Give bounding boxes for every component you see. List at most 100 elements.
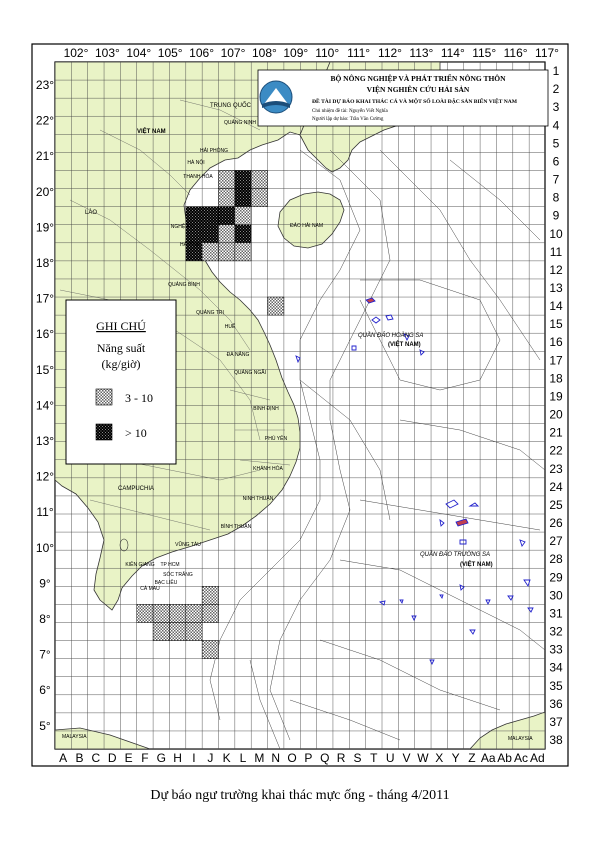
longitude-label: 111° [347, 46, 370, 60]
row-label: 26 [549, 516, 563, 530]
row-label: 29 [549, 570, 563, 584]
row-label: 20 [549, 408, 563, 422]
label-spratlys: QUẦN ĐẢO TRƯỜNG SA [420, 551, 490, 558]
latitude-label: 20° [36, 185, 54, 199]
longitude-label: 109° [283, 46, 308, 60]
province-label: THANH HÓA [183, 173, 213, 180]
longitude-label: 116° [504, 46, 528, 60]
forecast-cell-M8 [250, 188, 268, 207]
province-label: PHÚ YÊN [265, 434, 288, 442]
longitude-label: 115° [472, 46, 496, 60]
column-label: G [157, 751, 166, 765]
forecast-cell-K8 [218, 188, 236, 207]
longitude-label: 114° [441, 46, 465, 60]
forecast-cell-K10 [218, 224, 236, 244]
province-label: HÀ TĨNH [180, 241, 200, 248]
latitude-label: 18° [36, 256, 54, 270]
column-label: U [386, 751, 395, 765]
column-label: F [141, 751, 148, 765]
row-label: 30 [549, 588, 563, 602]
latitude-label: 21° [36, 149, 54, 163]
province-label: NINH THUẬN [243, 495, 274, 502]
column-label: Aa [481, 751, 496, 765]
column-label: V [403, 751, 411, 765]
row-label: 3 [553, 100, 560, 114]
forecast-cells [136, 170, 285, 659]
legend-swatch-medium [95, 388, 113, 406]
province-label: BÌNH ĐỊNH [253, 405, 279, 412]
longitude-label: 117° [535, 46, 559, 60]
column-label: W [417, 751, 429, 765]
column-label: Ab [497, 751, 512, 765]
row-label: 37 [549, 715, 563, 729]
column-label: H [173, 751, 182, 765]
label-vietnam: VIỆT NAM [137, 127, 166, 135]
province-label: VŨNG TÀU [175, 541, 201, 548]
province-label: HUẾ [225, 323, 236, 330]
forecast-cell-J31 [201, 604, 219, 623]
label-china: TRUNG QUỐC [210, 102, 252, 109]
row-label: 11 [550, 245, 563, 259]
province-label: KIÊN GIANG [125, 560, 154, 568]
label-laos: LÀO [85, 209, 97, 216]
row-label: 23 [549, 462, 563, 476]
province-label: BẠC LIÊU [155, 578, 178, 586]
column-label: I [192, 751, 195, 765]
label-spratlys-country: (VIỆT NAM) [460, 560, 493, 568]
column-label: B [76, 751, 84, 765]
header-institute: VIỆN NGHIÊN CỨU HẢI SẢN [367, 84, 470, 94]
longitude-labels-top: 102° 103° 104° 105° 106° 107° 108° 109° 110° 111°… [64, 46, 560, 60]
column-label: P [304, 751, 312, 765]
forecast-cell-K7 [218, 170, 236, 189]
forecast-cell-K9 [218, 206, 236, 225]
longitude-label: 104° [126, 46, 151, 60]
province-label: CÀ MAU [140, 585, 160, 592]
latitude-label: 16° [36, 327, 54, 341]
longitude-label: 113° [409, 46, 433, 60]
latitude-labels-left: 23° 22° 21° 20° 19° 18° 17° 16° 15° 14° 13° 12° 11° 1… [36, 78, 54, 733]
label-malaysia-right: MALAYSIA [508, 736, 533, 742]
row-label: 21 [549, 426, 563, 440]
column-label: Ad [530, 751, 545, 765]
legend-label-medium: 3 - 10 [125, 391, 153, 405]
forecast-cell-J33 [201, 640, 219, 659]
column-label: S [353, 751, 361, 765]
legend-title: GHI CHÚ [96, 319, 146, 333]
column-label: E [125, 751, 133, 765]
column-label: M [254, 751, 264, 765]
latitude-label: 14° [36, 398, 54, 412]
row-label: 33 [549, 643, 563, 657]
map-caption: Dự báo ngư trường khai thác mực ống - th… [150, 788, 450, 803]
row-label: 7 [553, 173, 560, 187]
forecast-cell-H31 [169, 604, 187, 623]
row-label: 12 [549, 263, 563, 277]
forecast-cell-H32 [169, 622, 187, 641]
latitude-label: 7° [39, 648, 51, 662]
longitude-label: 106° [189, 46, 214, 60]
header-box: BỘ NÔNG NGHIỆP VÀ PHÁT TRIỂN NÔNG THÔN V… [257, 69, 549, 127]
row-label: 27 [549, 534, 563, 548]
forecast-cell-I31 [185, 604, 203, 623]
forecast-cell-L10 [234, 224, 252, 244]
row-label: 10 [549, 227, 563, 241]
label-malaysia-left: MALAYSIA [62, 734, 87, 740]
column-label: R [337, 751, 346, 765]
row-label: 31 [549, 606, 563, 620]
forecast-cell-I9 [185, 206, 203, 225]
row-label: 9 [553, 209, 560, 223]
legend-subtitle-1: Năng suất [97, 341, 146, 355]
row-label: 36 [549, 697, 563, 711]
latitude-label: 15° [36, 363, 54, 377]
forecast-cell-L8 [234, 188, 252, 207]
row-label: 16 [549, 335, 563, 349]
longitude-label: 107° [221, 46, 246, 60]
column-label: D [108, 751, 117, 765]
longitude-label: 102° [64, 46, 89, 60]
legend-swatch-high [95, 423, 113, 441]
forecast-cell-G31 [152, 604, 170, 623]
forecast-cell-N14 [267, 296, 285, 316]
label-cambodia: CAMPUCHIA [118, 486, 154, 492]
forecast-cell-F31 [136, 604, 154, 623]
forecast-cell-G32 [152, 622, 170, 641]
forecast-cell-K11 [218, 242, 236, 262]
